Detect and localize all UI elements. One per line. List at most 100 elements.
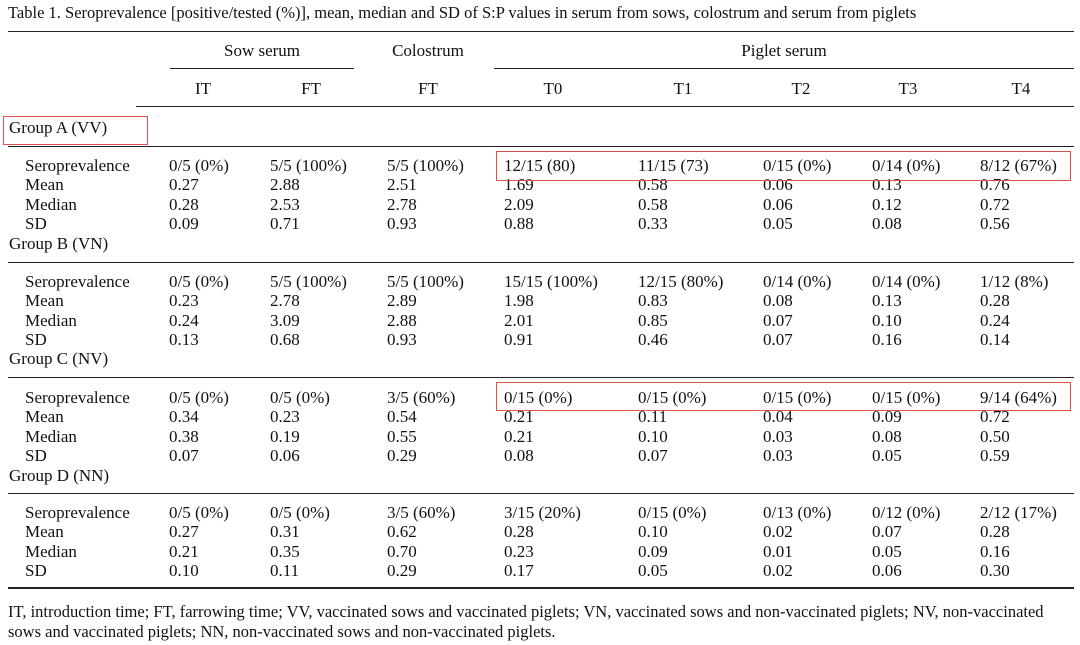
row-label: SD [25, 445, 47, 465]
col-t4: T4 [1011, 79, 1031, 98]
group-rule [8, 262, 1074, 263]
group-title: Group C (NV) [9, 349, 109, 368]
table-cell: 0.24 [169, 310, 199, 330]
table-cell: 12/15 (80) [504, 156, 576, 175]
table-cell: 0.08 [872, 213, 902, 233]
table-cell: 2.89 [387, 291, 417, 311]
table-cell: 8/12 (67%) [980, 156, 1057, 175]
table-cell: 0.59 [980, 445, 1010, 465]
row-label: Seroprevalence [25, 156, 130, 175]
table-cell: 0.31 [270, 522, 300, 542]
table-cell: 0.55 [387, 426, 417, 446]
table-cell: 0.23 [270, 407, 300, 427]
table-cell: 0/14 (0%) [872, 272, 941, 291]
table-cell: 0.71 [270, 213, 300, 233]
table-cell: 0.62 [387, 522, 417, 542]
row-label: Median [25, 194, 77, 214]
table-cell: 0.30 [980, 560, 1010, 580]
table-cell: 0.28 [169, 194, 199, 214]
table-cell: 2.51 [387, 175, 417, 195]
header-bottom-rule [136, 106, 1074, 107]
table-cell: 0.04 [763, 407, 793, 427]
table-cell: 0.05 [872, 541, 902, 561]
table-cell: 0.24 [980, 310, 1010, 330]
table-cell: 0/5 (0%) [169, 156, 229, 175]
table-cell: 0/15 (0%) [763, 388, 832, 407]
table-cell: 0.10 [638, 426, 668, 446]
table-cell: 2.53 [270, 194, 300, 214]
table-cell: 2.88 [387, 310, 417, 330]
table-cell: 0.35 [270, 541, 300, 561]
highlight-group-c-piglet-seroprevalence [496, 382, 1071, 411]
col-t0: T0 [543, 79, 563, 98]
table-cell: 0/15 (0%) [638, 388, 707, 407]
table-cell: 0/5 (0%) [270, 388, 330, 407]
table-cell: 11/15 (73) [638, 156, 709, 175]
row-label: Mean [25, 291, 64, 311]
table-cell: 0.01 [763, 541, 793, 561]
col-t2: T2 [791, 79, 811, 98]
row-label: Seroprevalence [25, 503, 130, 522]
table-cell: 0.10 [872, 310, 902, 330]
row-label: Mean [25, 407, 64, 427]
table-cell: 2/12 (17%) [980, 503, 1057, 522]
table-cell: 0.29 [387, 445, 417, 465]
table-cell: 1/12 (8%) [980, 272, 1049, 291]
row-label: Mean [25, 175, 64, 195]
col-ft-sow: FT [301, 79, 321, 98]
table-cell: 0.07 [872, 522, 902, 542]
row-label: Mean [25, 522, 64, 542]
col-ft-colostrum: FT [418, 79, 438, 98]
table-cell: 0.05 [872, 445, 902, 465]
row-label: SD [25, 213, 47, 233]
table-cell: 0.28 [504, 522, 534, 542]
col-t3: T3 [898, 79, 918, 98]
table-cell: 0.16 [980, 541, 1010, 561]
header-piglet-serum: Piglet serum [741, 41, 827, 60]
table-cell: 0.06 [763, 194, 793, 214]
table-cell: 0.19 [270, 426, 300, 446]
table-cell: 0.34 [169, 407, 199, 427]
table-cell: 0.93 [387, 329, 417, 349]
table-cell: 0.23 [169, 291, 199, 311]
table-cell: 0.12 [872, 194, 902, 214]
table-cell: 0.05 [638, 560, 668, 580]
row-label: Median [25, 310, 77, 330]
col-t1: T1 [673, 79, 693, 98]
table-cell: 0.56 [980, 213, 1010, 233]
col-it: IT [194, 79, 212, 98]
table-cell: 0.27 [169, 522, 199, 542]
table-cell: 12/15 (80%) [638, 272, 724, 291]
table-cell: 0.05 [763, 213, 793, 233]
table-cell: 0/5 (0%) [169, 272, 229, 291]
table-cell: 0.29 [387, 560, 417, 580]
table-cell: 0.21 [504, 426, 534, 446]
group-rule [8, 493, 1074, 494]
table-cell: 5/5 (100%) [387, 156, 464, 175]
table-cell: 0.09 [638, 541, 668, 561]
table-cell: 3/5 (60%) [387, 388, 456, 407]
table-cell: 0.06 [872, 560, 902, 580]
table-cell: 0/15 (0%) [638, 503, 707, 522]
row-label: Seroprevalence [25, 388, 130, 407]
table-cell: 0.07 [763, 310, 793, 330]
table-cell: 3/15 (20%) [504, 503, 581, 522]
group-title: Group B (VN) [9, 234, 109, 253]
table-cell: 2.09 [504, 194, 534, 214]
table-cell: 0.03 [763, 445, 793, 465]
table-cell: 0.11 [638, 407, 668, 427]
row-label: Median [25, 541, 77, 561]
table-cell: 0.88 [504, 213, 534, 233]
table-cell: 0.03 [763, 426, 793, 446]
table-cell: 0.09 [872, 407, 902, 427]
row-label: SD [25, 560, 47, 580]
table-cell: 0.50 [980, 426, 1010, 446]
table-cell: 0.02 [763, 522, 793, 542]
table-cell: 0.08 [504, 445, 534, 465]
table-cell: 0.10 [638, 522, 668, 542]
header-sow-serum: Sow serum [223, 41, 301, 60]
table-cell: 9/14 (64%) [980, 388, 1057, 407]
table-cell: 0.17 [504, 560, 534, 580]
table-cell: 0.14 [980, 329, 1010, 349]
table-cell: 0.93 [387, 213, 417, 233]
